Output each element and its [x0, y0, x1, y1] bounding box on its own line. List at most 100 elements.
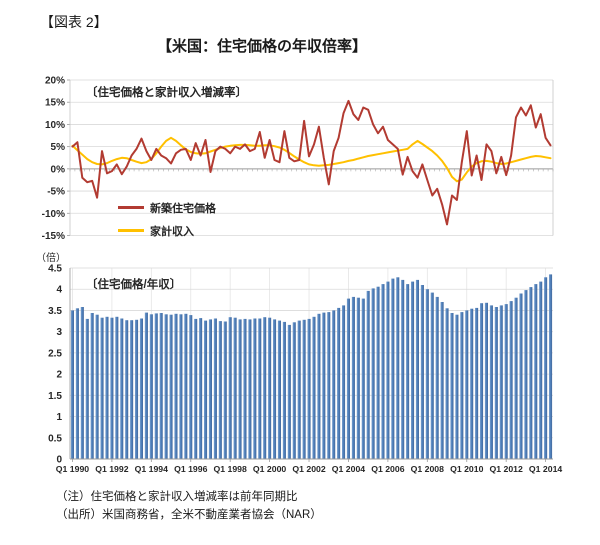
ratio-bar	[80, 307, 84, 459]
ratio-bar	[470, 308, 474, 459]
ratio-bar	[110, 317, 114, 459]
ratio-bar	[272, 319, 277, 459]
svg-text:2.5: 2.5	[48, 348, 62, 359]
ratio-bar	[85, 318, 89, 459]
ratio-bar	[361, 298, 365, 459]
ratio-bar	[440, 302, 444, 459]
ratio-chart-caption: 〔住宅価格/年収〕	[86, 279, 182, 291]
chart-legend: 新築住宅価格 家計収入	[118, 196, 216, 242]
ratio-bar	[238, 319, 242, 459]
svg-text:Q1 1996: Q1 1996	[174, 464, 207, 474]
svg-text:Q1 2008: Q1 2008	[411, 464, 444, 474]
ratio-bar	[337, 307, 341, 459]
ratio-bar	[233, 317, 237, 459]
ratio-bar	[376, 286, 380, 459]
ratio-bar	[401, 279, 405, 459]
ratio-bar	[322, 312, 326, 459]
svg-text:Q1 2002: Q1 2002	[292, 464, 325, 474]
ratio-bar	[534, 284, 538, 459]
ratio-bar	[297, 320, 301, 459]
svg-text:4.5: 4.5	[48, 264, 62, 275]
ratio-bar	[248, 319, 252, 459]
ratio-bar	[159, 313, 163, 459]
ratio-bar	[134, 319, 139, 459]
ratio-bar	[425, 289, 429, 459]
ratio-bar	[445, 308, 449, 459]
ratio-bar	[174, 313, 178, 459]
figure-label: 【図表 2】	[40, 14, 108, 30]
ratio-bar	[144, 312, 148, 459]
svg-text:1.5: 1.5	[48, 391, 62, 402]
ratio-bar	[258, 318, 262, 459]
svg-text:3: 3	[56, 327, 62, 338]
ratio-bar-chart: 4.5 4 3.5 3 2.5 2 1.5 1 0.5 0Q1 1990 Q1 1992 Q1 199…	[48, 264, 562, 475]
red-line-swatch	[118, 206, 144, 209]
ratio-bar	[514, 297, 518, 459]
svg-text:4: 4	[56, 285, 62, 296]
ratio-bar	[341, 305, 346, 459]
svg-text:5%: 5%	[51, 142, 66, 153]
new-home-price-line	[71, 99, 552, 226]
ratio-bar	[524, 290, 528, 459]
ratio-bar	[287, 324, 291, 459]
ratio-bar	[381, 284, 385, 459]
ratio-bar	[332, 310, 336, 459]
ratio-bar	[100, 317, 104, 459]
ratio-bar	[489, 305, 493, 459]
ratio-bar	[317, 313, 321, 459]
ratio-bar	[199, 318, 203, 459]
ratio-bar	[465, 310, 469, 459]
ratio-bar	[130, 320, 134, 459]
ratio-bar	[263, 317, 267, 459]
ratio-bar	[292, 322, 296, 459]
ratio-bar	[435, 296, 439, 459]
ratio-bar	[282, 321, 286, 459]
ratio-bar	[415, 279, 420, 459]
legend-item-household-income: 家計収入	[118, 219, 216, 242]
ratio-bar	[218, 321, 222, 459]
ratio-bar	[223, 321, 227, 459]
svg-text:0: 0	[56, 455, 62, 466]
ratio-bar	[243, 318, 247, 459]
legend-label-household-income: 家計収入	[150, 225, 194, 238]
ratio-bar	[70, 310, 75, 459]
ratio-bar	[115, 316, 119, 459]
ratio-bar	[208, 319, 213, 459]
svg-text:Q1 2004: Q1 2004	[332, 464, 365, 474]
ratio-bar	[149, 314, 153, 459]
ratio-bar	[484, 302, 489, 459]
svg-text:-5%: -5%	[47, 187, 65, 198]
ratio-bar	[504, 304, 508, 459]
ratio-bar	[312, 316, 316, 459]
svg-text:Q1 1998: Q1 1998	[214, 464, 247, 474]
ratio-bar	[139, 318, 144, 459]
ratio-bar	[154, 313, 158, 459]
ratio-bar	[548, 274, 553, 459]
growth-chart-caption: 〔住宅価格と家計収入増減率〕	[86, 87, 247, 99]
svg-text:10%: 10%	[45, 120, 65, 131]
ratio-bar	[307, 318, 311, 459]
ratio-bar	[213, 318, 217, 459]
ratio-bar	[386, 281, 390, 459]
svg-text:Q1 1992: Q1 1992	[95, 464, 128, 474]
ratio-bar	[475, 307, 479, 459]
ratio-bar	[194, 318, 198, 459]
ratio-bar	[494, 307, 498, 459]
ratio-bar	[95, 314, 99, 459]
ratio-bar	[455, 314, 459, 459]
ratio-bar	[179, 314, 183, 459]
footnote-source: （出所）米国商務省，全米不動産業者協会（NAR）	[56, 509, 322, 521]
ratio-bar	[351, 296, 355, 459]
ratio-bar	[268, 317, 272, 459]
ratio-bar	[120, 318, 124, 459]
ratio-bar	[410, 281, 415, 459]
svg-text:Q1 2000: Q1 2000	[253, 464, 286, 474]
ratio-bar	[105, 316, 109, 459]
ratio-bar	[519, 293, 523, 459]
growth-line-chart: 20% 15% 10% 5% 0% -5% -10% -15%	[42, 76, 554, 242]
svg-text:Q1 1994: Q1 1994	[135, 464, 168, 474]
ratio-bar	[479, 303, 484, 459]
ratio-bar	[396, 277, 400, 459]
ratio-bars	[70, 274, 553, 459]
